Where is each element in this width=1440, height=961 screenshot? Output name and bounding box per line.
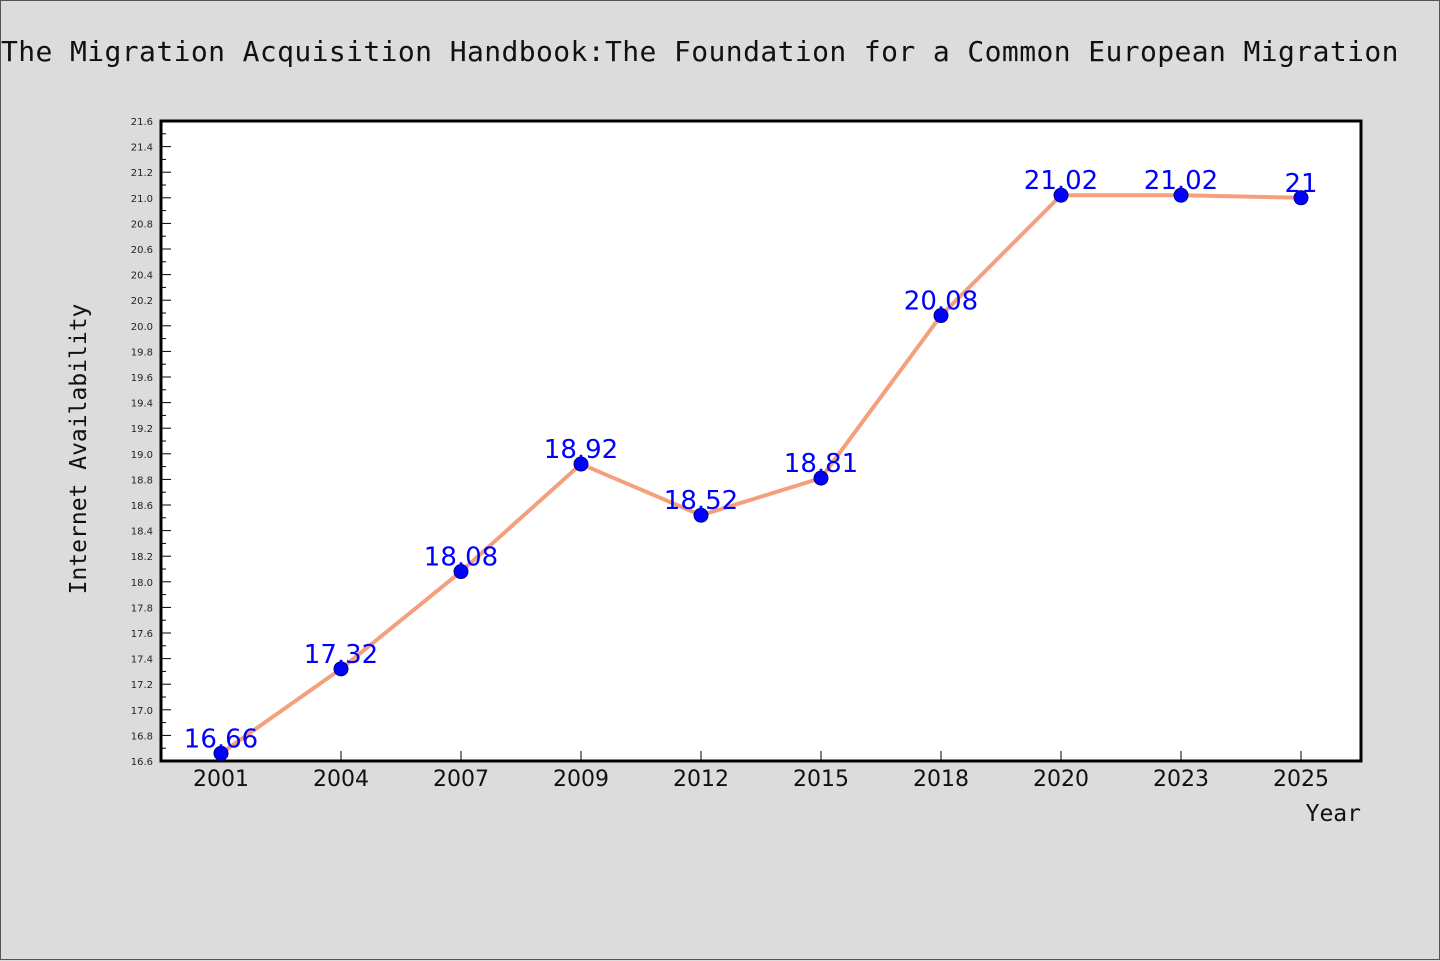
data-label: 21.02	[1024, 166, 1098, 196]
y-tick-label: 20.0	[131, 322, 153, 333]
y-tick-label: 19.6	[131, 373, 153, 384]
y-axis-title: Internet Availability	[66, 304, 92, 595]
y-tick-label: 18.6	[131, 501, 153, 512]
y-tick-label: 21.2	[131, 168, 153, 179]
data-labels: 16.66 17.32 18.08 18.92 18.52 18.81 20.08 21.02…	[184, 166, 1318, 754]
data-label: 16.66	[184, 724, 258, 754]
data-point	[453, 564, 469, 580]
data-point	[213, 745, 229, 761]
y-tick-label: 20.6	[131, 245, 153, 256]
x-tick-label: 2007	[433, 767, 489, 792]
y-tick-label: 21.4	[131, 143, 153, 154]
y-tick-label: 19.0	[131, 450, 153, 461]
y-tick-label: 19.2	[131, 424, 153, 435]
data-label: 21	[1284, 169, 1317, 199]
y-tick-label: 21.6	[131, 117, 153, 128]
y-tick-label: 18.4	[131, 527, 153, 538]
data-point	[333, 661, 349, 677]
y-tick-label: 19.8	[131, 347, 153, 358]
y-tick-label: 16.8	[131, 731, 153, 742]
series-markers	[213, 187, 1309, 761]
x-tick-label: 2020	[1033, 767, 1089, 792]
y-tick-label: 17.0	[131, 706, 153, 717]
series-line	[219, 193, 1302, 755]
data-label: 18.08	[424, 543, 498, 573]
y-tick-label: 19.4	[131, 399, 153, 410]
x-tick-label: 2001	[193, 767, 249, 792]
y-tick-label: 20.4	[131, 271, 153, 282]
x-tick-label: 2015	[793, 767, 849, 792]
y-tick-label: 21.0	[131, 194, 153, 205]
x-tick-label: 2023	[1153, 767, 1209, 792]
y-tick-label: 18.2	[131, 552, 153, 563]
y-tick-label: 17.6	[131, 629, 153, 640]
data-label: 21.02	[1144, 166, 1218, 196]
data-point	[813, 470, 829, 486]
data-point	[933, 308, 949, 324]
data-point	[573, 456, 589, 472]
y-tick-label: 18.8	[131, 475, 153, 486]
y-tick-label: 20.8	[131, 219, 153, 230]
data-point	[1053, 187, 1069, 203]
y-axis: 16.6 16.8 17.0 17.2 17.4 17.6 17.8 18.0 18.2 18.4…	[131, 117, 171, 768]
y-tick-label: 20.2	[131, 296, 153, 307]
x-tick-label: 2004	[313, 767, 369, 792]
data-label: 18.81	[784, 449, 858, 479]
x-tick-label: 2012	[673, 767, 729, 792]
y-tick-label: 17.2	[131, 680, 153, 691]
y-tick-label: 16.6	[131, 757, 153, 768]
y-tick-label: 18.0	[131, 578, 153, 589]
y-tick-label: 17.4	[131, 655, 153, 666]
x-tick-label: 2025	[1273, 767, 1329, 792]
data-label: 20.08	[904, 287, 978, 317]
data-label: 18.92	[544, 435, 618, 465]
x-axis-title: Year	[1306, 801, 1361, 827]
x-axis: 2001 2004 2007 2009 2012 2015 2018 2020 2023 2025	[193, 751, 1329, 792]
x-tick-label: 2018	[913, 767, 969, 792]
data-label: 18.52	[664, 486, 738, 516]
y-tick-label: 17.8	[131, 603, 153, 614]
data-point	[693, 507, 709, 523]
data-point	[1293, 190, 1309, 206]
chart-title: The Migration Acquisition Handbook:The F…	[1, 35, 1399, 68]
data-label: 17.32	[304, 640, 378, 670]
data-point	[1173, 187, 1189, 203]
x-tick-label: 2009	[553, 767, 609, 792]
